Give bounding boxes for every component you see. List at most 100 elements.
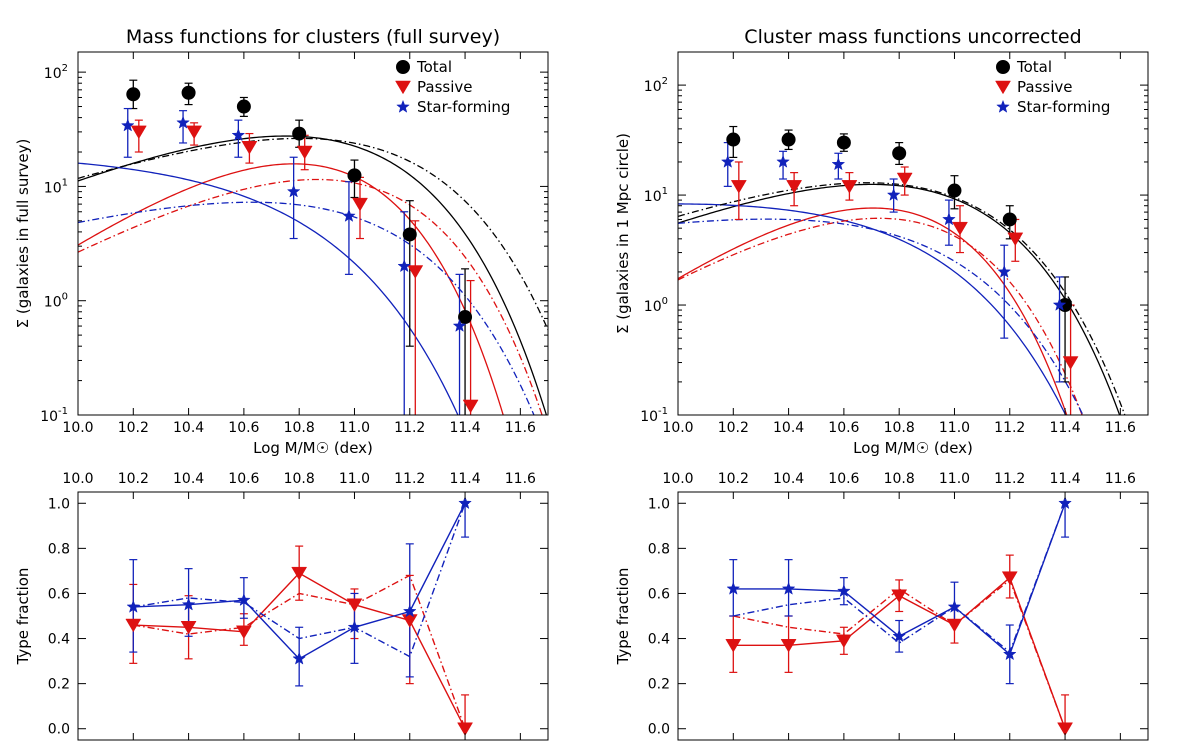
marker-passive xyxy=(346,598,363,612)
y-tick-label: 102 xyxy=(44,63,68,82)
marker-star-forming xyxy=(342,208,356,222)
marker-passive xyxy=(780,639,797,653)
x-tick-label: 11.4 xyxy=(1049,420,1080,436)
x-tick-label: 10.8 xyxy=(284,420,315,436)
fit-curve-passive-dashdot xyxy=(78,178,543,415)
x-tick-label: 10.4 xyxy=(173,471,204,487)
marker-total xyxy=(1002,212,1017,227)
marker-star-forming xyxy=(397,259,412,273)
x-tick-label: 11.6 xyxy=(505,420,536,436)
marker-total xyxy=(892,146,907,161)
y-tick-label: 0.8 xyxy=(48,541,70,557)
y-tick-label: 0.2 xyxy=(48,677,70,693)
axes-frame xyxy=(77,51,549,416)
x-tick-label: 10.4 xyxy=(773,420,804,436)
marker-total xyxy=(458,310,473,325)
marker-star-forming xyxy=(1052,297,1067,311)
y-tick-label: 100 xyxy=(44,292,68,311)
fit-curve-passive-solid xyxy=(678,207,1068,415)
marker-star-forming xyxy=(831,157,846,171)
legend-label: Passive xyxy=(1017,78,1072,96)
marker-star-forming xyxy=(997,264,1012,278)
plot-area xyxy=(729,502,1070,730)
plot-area xyxy=(78,79,548,415)
marker-passive xyxy=(1001,571,1018,585)
marker-star-forming xyxy=(292,651,307,665)
legend-label: Star-forming xyxy=(1017,98,1110,116)
chart-br: 10.0 10.2 10.4 10.6 10.8 11.0 11.2 11.4 11.6 0.0 0… xyxy=(614,471,1149,741)
y-tick-label: 0.2 xyxy=(648,677,670,693)
plot-area xyxy=(678,125,1126,415)
fit-curve-passive-solid xyxy=(78,163,504,415)
x-tick-label: 11.2 xyxy=(994,420,1025,436)
x-tick-label: 11.6 xyxy=(505,471,536,487)
x-tick-label: 11.2 xyxy=(994,471,1025,487)
x-tick-label: 11.0 xyxy=(939,420,970,436)
y-tick-label: 0.6 xyxy=(648,586,670,602)
legend-marker xyxy=(396,99,410,113)
marker-star-forming xyxy=(347,620,362,634)
y-tick-label: 102 xyxy=(644,76,668,95)
marker-star-forming xyxy=(837,583,851,598)
marker-passive xyxy=(1057,722,1073,736)
x-tick-label: 10.8 xyxy=(284,471,315,487)
legend-label: Total xyxy=(416,58,452,76)
y-tick-label: 1.0 xyxy=(48,496,70,512)
marker-star-forming xyxy=(947,599,962,613)
x-tick-label: 10.6 xyxy=(228,471,259,487)
x-tick-label: 11.6 xyxy=(1105,420,1136,436)
fit-curve-starforming-dashdot xyxy=(678,218,1084,415)
x-tick-label: 10.2 xyxy=(718,420,749,436)
legend-marker xyxy=(996,99,1010,113)
x-tick-label: 11.2 xyxy=(394,420,425,436)
x-tick-label: 10.6 xyxy=(228,420,259,436)
marker-passive xyxy=(291,566,308,581)
marker-star-forming xyxy=(237,592,251,607)
y-axis-label: Type fraction xyxy=(614,568,632,666)
x-tick-label: 10.0 xyxy=(62,471,93,487)
marker-star-forming xyxy=(458,496,472,510)
marker-passive xyxy=(407,265,424,279)
marker-passive xyxy=(1062,356,1079,370)
x-tick-label: 11.0 xyxy=(339,471,370,487)
marker-total xyxy=(181,85,196,100)
x-tick-label: 10.2 xyxy=(718,471,749,487)
marker-star-forming xyxy=(776,154,790,168)
marker-star-forming xyxy=(452,318,467,332)
chart-title: Mass functions for clusters (full survey… xyxy=(126,26,500,48)
marker-total xyxy=(126,87,141,102)
y-axis-label: Σ (galaxies in 1 Mpc circle) xyxy=(614,133,632,334)
chart-tr: 10.0 10.2 10.4 10.6 10.8 11.0 11.2 11.4 11.6 10-1… xyxy=(614,26,1149,457)
marker-passive xyxy=(296,145,313,160)
fit-curve-total-dashdot xyxy=(78,137,548,331)
x-tick-label: 10.0 xyxy=(662,420,693,436)
series-line-star-forming-alt xyxy=(133,503,466,658)
x-tick-label: 11.0 xyxy=(339,420,370,436)
x-tick-label: 11.0 xyxy=(939,471,970,487)
marker-total xyxy=(347,168,362,183)
y-axis-label: Σ (galaxies in full survey) xyxy=(14,139,32,329)
marker-star-forming xyxy=(720,154,735,168)
marker-passive xyxy=(835,634,852,649)
marker-passive xyxy=(352,197,368,212)
marker-star-forming xyxy=(1058,496,1072,510)
x-tick-label: 10.4 xyxy=(173,420,204,436)
y-tick-label: 10-1 xyxy=(640,406,668,425)
x-tick-label: 10.6 xyxy=(828,471,859,487)
x-tick-label: 11.4 xyxy=(1049,471,1080,487)
x-tick-label: 10.0 xyxy=(62,420,93,436)
marker-star-forming xyxy=(781,581,796,595)
marker-passive xyxy=(130,125,147,140)
x-tick-label: 10.6 xyxy=(828,420,859,436)
marker-passive xyxy=(730,180,747,194)
fit-curve-starforming-solid xyxy=(678,203,1067,415)
marker-passive xyxy=(786,180,803,194)
marker-star-forming xyxy=(726,581,741,595)
marker-total xyxy=(402,227,417,242)
marker-star-forming xyxy=(942,212,956,226)
marker-star-forming xyxy=(892,629,907,643)
legend-label: Star-forming xyxy=(417,98,510,116)
marker-total xyxy=(781,132,796,147)
marker-passive xyxy=(457,722,473,736)
